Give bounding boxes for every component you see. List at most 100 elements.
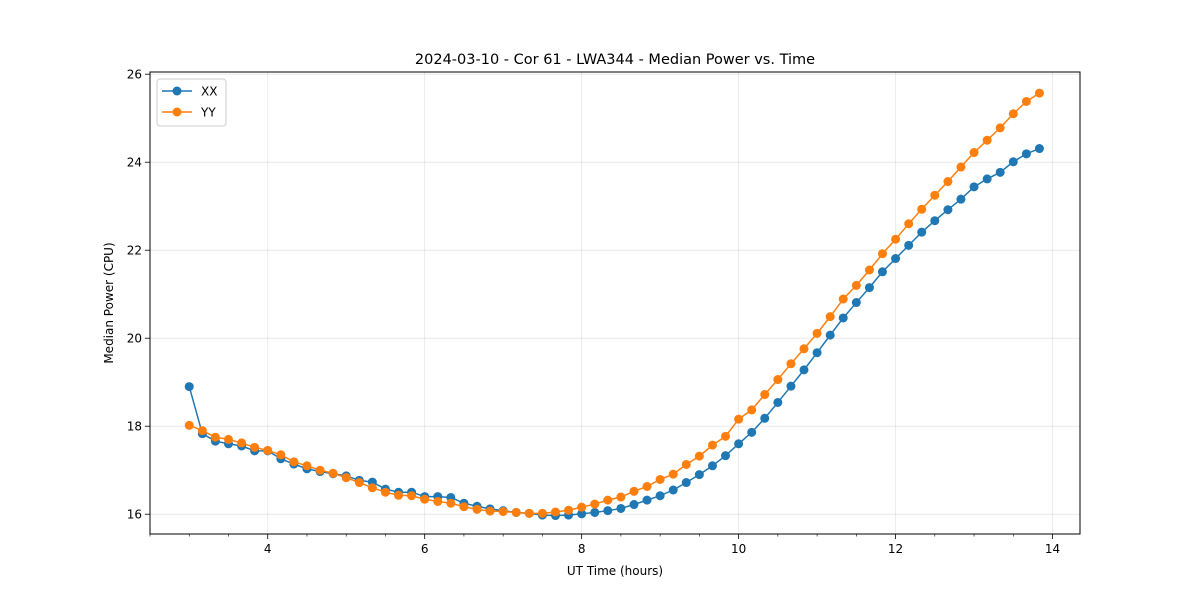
data-point-yy (838, 294, 848, 304)
data-point-yy (603, 495, 613, 505)
data-point-yy (289, 457, 299, 467)
data-point-yy (917, 204, 927, 214)
data-point-yy (367, 483, 377, 493)
data-point-yy (551, 507, 561, 517)
x-tick-label: 8 (578, 542, 586, 556)
x-tick-label: 14 (1045, 542, 1060, 556)
data-point-yy (1021, 96, 1031, 106)
data-point-yy (851, 280, 861, 290)
data-point-xx (825, 330, 835, 340)
data-point-xx (786, 381, 796, 391)
data-point-yy (642, 481, 652, 491)
x-tick-label: 4 (264, 542, 272, 556)
data-point-yy (223, 434, 233, 444)
data-point-xx (812, 348, 822, 358)
data-point-yy (498, 507, 508, 517)
data-point-yy (577, 502, 587, 512)
data-point-xx (891, 254, 901, 264)
data-point-yy (864, 265, 874, 275)
legend-label-yy: YY (200, 106, 216, 120)
data-point-xx (760, 413, 770, 423)
data-point-xx (747, 427, 757, 437)
data-point-yy (1008, 109, 1018, 119)
data-point-yy (694, 451, 704, 461)
data-point-yy (380, 487, 390, 497)
data-point-yy (524, 508, 534, 518)
data-point-xx (577, 509, 587, 519)
data-point-xx (930, 216, 940, 226)
data-point-yy (276, 450, 286, 460)
data-point-xx (982, 174, 992, 184)
data-point-yy (734, 414, 744, 424)
data-point-yy (982, 135, 992, 145)
data-point-xx (184, 382, 194, 392)
data-point-yy (446, 498, 456, 508)
data-point-yy (943, 177, 953, 187)
data-point-yy (655, 474, 665, 484)
data-point-yy (969, 148, 979, 158)
y-tick-label: 18 (127, 420, 142, 434)
data-point-yy (747, 405, 757, 415)
data-point-yy (433, 496, 443, 506)
x-tick-label: 6 (421, 542, 429, 556)
data-point-yy (210, 432, 220, 442)
data-point-yy (930, 190, 940, 200)
data-point-yy (721, 431, 730, 441)
data-point-yy (904, 219, 914, 229)
y-tick-label: 22 (127, 244, 142, 258)
y-axis-label: Median Power (CPU) (102, 242, 116, 363)
data-point-yy (812, 328, 822, 338)
data-point-yy (197, 426, 207, 436)
legend: XX YY (156, 78, 227, 127)
data-point-yy (328, 468, 338, 478)
legend-marker-xx (172, 86, 182, 96)
x-axis-label: UT Time (hours) (567, 564, 663, 578)
legend-label-xx: XX (201, 85, 217, 99)
data-point-xx (864, 283, 874, 293)
data-point-yy (1034, 88, 1044, 98)
data-point-xx (773, 397, 783, 407)
data-point-yy (681, 459, 691, 469)
x-tick-label: 10 (731, 542, 746, 556)
data-point-yy (237, 438, 247, 448)
data-point-yy (341, 473, 351, 483)
data-point-yy (420, 494, 430, 504)
series-layer (184, 88, 1044, 521)
data-point-xx (668, 485, 678, 495)
data-point-yy (564, 505, 574, 515)
data-point-yy (629, 486, 639, 496)
y-tick-label: 24 (127, 156, 142, 170)
y-tick-label: 20 (127, 332, 142, 346)
data-point-yy (250, 442, 260, 452)
data-point-xx (629, 500, 639, 510)
data-point-yy (825, 312, 835, 322)
data-point-xx (799, 365, 809, 375)
ticks: 4 6 8 10 12 14 16 18 20 22 24 26 (127, 68, 1060, 556)
data-point-yy (668, 469, 678, 479)
data-point-yy (799, 344, 809, 354)
series-yy (184, 88, 1044, 518)
data-point-xx (1034, 144, 1044, 154)
data-point-yy (407, 491, 417, 501)
data-point-xx (1008, 157, 1018, 167)
data-point-yy (616, 492, 626, 502)
data-point-xx (590, 507, 600, 517)
data-point-yy (773, 375, 783, 385)
data-point-yy (354, 478, 364, 488)
data-point-yy (263, 445, 273, 455)
data-point-xx (943, 205, 953, 215)
data-point-xx (851, 298, 861, 308)
data-point-yy (590, 499, 600, 509)
data-point-xx (904, 240, 914, 250)
data-point-xx (694, 470, 704, 480)
data-point-yy (956, 162, 966, 172)
data-point-xx (877, 267, 887, 277)
data-point-yy (485, 506, 495, 516)
data-point-xx (734, 439, 744, 449)
data-point-yy (786, 359, 796, 369)
y-tick-label: 16 (127, 508, 142, 522)
data-point-xx (681, 478, 691, 488)
data-point-yy (511, 507, 521, 517)
data-point-yy (472, 504, 482, 514)
data-point-yy (459, 502, 469, 512)
